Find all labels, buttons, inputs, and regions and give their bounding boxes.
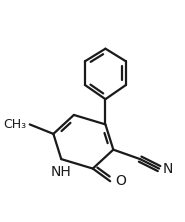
Text: NH: NH [51,165,72,179]
Text: CH₃: CH₃ [4,118,27,131]
Text: O: O [115,174,126,188]
Text: N: N [162,162,173,176]
